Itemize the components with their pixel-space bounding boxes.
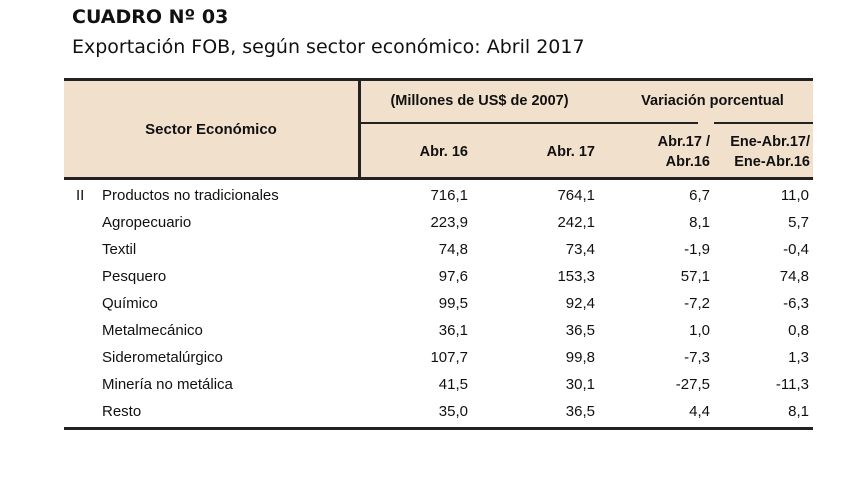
row-var-month: -1,9 [684, 241, 710, 258]
export-table: Sector Económico (Millones de US$ de 200… [64, 78, 813, 430]
row-label: Químico [102, 295, 158, 312]
document-subtitle: Exportación FOB, según sector económico:… [72, 36, 585, 58]
row-abr17: 36,5 [565, 403, 595, 420]
row-abr16: 35,0 [438, 403, 468, 420]
row-abr17: 73,4 [565, 241, 595, 258]
row-label: Minería no metálica [102, 376, 233, 393]
row-var-month: 4,4 [689, 403, 710, 420]
row-abr16: 74,8 [438, 241, 468, 258]
table-row: Químico 99,5 92,4 -7,2 -6,3 [64, 290, 813, 317]
row-abr16: 223,9 [430, 214, 468, 231]
header-group-rule-millones [361, 122, 698, 124]
row-abr16: 107,7 [430, 349, 468, 366]
table-body: II Productos no tradicionales 716,1 764,… [64, 182, 813, 425]
header-col-abr17: Abr. 17 [546, 144, 595, 160]
row-label: Resto [102, 403, 142, 420]
table-header: Sector Económico (Millones de US$ de 200… [64, 78, 813, 180]
row-var-ytd: 1,3 [788, 349, 809, 366]
header-col-var-month-line2: Abr.16 [665, 154, 710, 170]
row-label: Pesquero [102, 268, 167, 285]
header-group-variacion: Variación porcentual [641, 93, 784, 109]
row-abr16: 99,5 [438, 295, 468, 312]
row-abr17: 92,4 [565, 295, 595, 312]
header-col-var-month: Abr.17 / Abr.16 [604, 127, 710, 177]
table-row: Pesquero 97,6 153,3 57,1 74,8 [64, 263, 813, 290]
header-sector: Sector Económico [64, 81, 361, 177]
row-var-ytd: -0,4 [783, 241, 809, 258]
row-abr16: 716,1 [430, 187, 468, 204]
row-var-month: -27,5 [675, 376, 710, 393]
row-var-ytd: 74,8 [779, 268, 809, 285]
row-abr17: 36,5 [565, 322, 595, 339]
row-var-month: 6,7 [689, 187, 710, 204]
header-col-var-ytd-line1: Ene-Abr.17/ [730, 134, 810, 150]
row-label: Textil [102, 241, 137, 258]
header-group-millones: (Millones de US$ de 2007) [390, 93, 569, 109]
header-group-rule-variacion [714, 122, 813, 124]
row-var-month: 8,1 [689, 214, 710, 231]
header-col-var-month-line1: Abr.17 / [657, 134, 710, 150]
table-row: Minería no metálica 41,5 30,1 -27,5 -11,… [64, 371, 813, 398]
row-var-ytd: 0,8 [788, 322, 809, 339]
row-abr17: 764,1 [557, 187, 595, 204]
table-row: Textil 74,8 73,4 -1,9 -0,4 [64, 236, 813, 263]
row-abr16: 41,5 [438, 376, 468, 393]
table-row: Agropecuario 223,9 242,1 8,1 5,7 [64, 209, 813, 236]
row-var-ytd: 5,7 [788, 214, 809, 231]
row-var-ytd: 8,1 [788, 403, 809, 420]
document-title: CUADRO Nº 03 [72, 6, 229, 28]
row-label: Productos no tradicionales [102, 187, 279, 204]
row-abr17: 30,1 [565, 376, 595, 393]
row-label: Siderometalúrgico [102, 349, 223, 366]
table-row: II Productos no tradicionales 716,1 764,… [64, 182, 813, 209]
row-var-month: 57,1 [680, 268, 710, 285]
header-col-abr16: Abr. 16 [419, 144, 468, 160]
table-bottom-rule [64, 427, 813, 430]
header-col-var-ytd: Ene-Abr.17/ Ene-Abr.16 [714, 127, 810, 177]
row-var-month: -7,3 [684, 349, 710, 366]
row-var-ytd: -11,3 [775, 376, 809, 393]
row-var-ytd: -6,3 [783, 295, 809, 312]
row-label: Agropecuario [102, 214, 192, 231]
row-abr17: 242,1 [557, 214, 595, 231]
row-var-month: 1,0 [689, 322, 710, 339]
row-var-ytd: 11,0 [780, 187, 809, 204]
table-row: Metalmecánico 36,1 36,5 1,0 0,8 [64, 317, 813, 344]
row-abr17: 153,3 [557, 268, 595, 285]
header-col-var-ytd-line2: Ene-Abr.16 [734, 154, 810, 170]
table-row: Resto 35,0 36,5 4,4 8,1 [64, 398, 813, 425]
row-roman: II [76, 187, 85, 204]
row-abr16: 97,6 [438, 268, 468, 285]
table-row: Siderometalúrgico 107,7 99,8 -7,3 1,3 [64, 344, 813, 371]
row-abr17: 99,8 [565, 349, 595, 366]
row-var-month: -7,2 [684, 295, 710, 312]
row-abr16: 36,1 [438, 322, 468, 339]
row-label: Metalmecánico [102, 322, 203, 339]
